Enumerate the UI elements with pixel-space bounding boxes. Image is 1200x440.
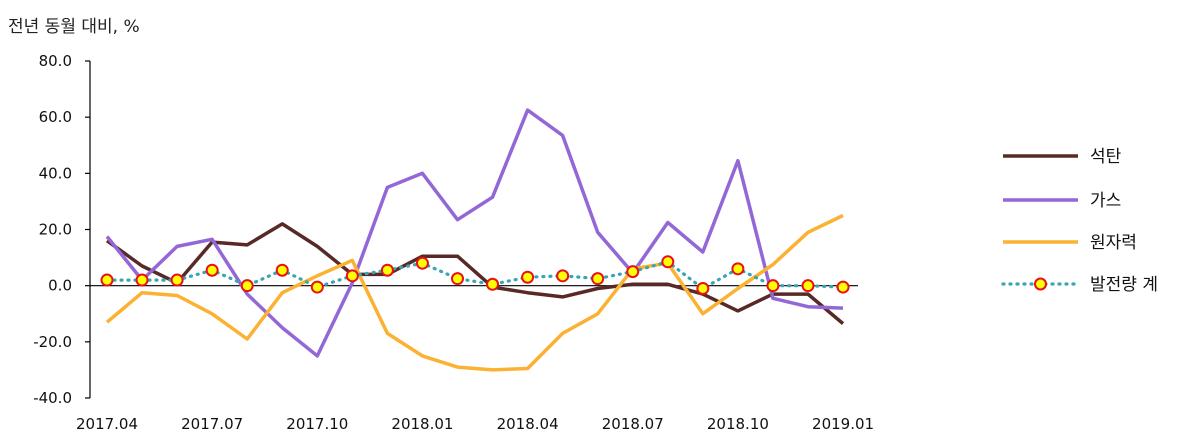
x-tick-label: 2018.10: [707, 415, 769, 433]
x-tick-label: 2017.10: [286, 415, 348, 433]
legend-label: 발전량 계: [1090, 275, 1158, 295]
y-tick-label: -20.0: [33, 333, 72, 351]
data-point-marker: [275, 263, 289, 277]
y-tick-label: 40.0: [39, 164, 72, 182]
data-point-marker: [415, 256, 429, 270]
data-point-marker: [486, 277, 500, 291]
series-line-원자력: [105, 213, 844, 372]
legend-label: 가스: [1090, 191, 1121, 211]
y-tick-label: -40.0: [33, 389, 72, 407]
y-tick-label: 60.0: [39, 108, 72, 126]
data-point-marker: [135, 273, 149, 287]
data-point-marker: [556, 269, 570, 283]
series-line-발전량 계: [105, 260, 845, 291]
data-point-marker: [696, 281, 710, 295]
y-axis-unit-label: 전년 동월 대비, %: [8, 17, 140, 37]
legend-label: 석탄: [1090, 147, 1122, 167]
data-point-marker: [801, 279, 815, 293]
data-point-marker: [380, 263, 394, 277]
x-tick-label: 2018.01: [391, 415, 453, 433]
x-tick-label: 2019.01: [812, 415, 874, 433]
data-point-marker: [100, 273, 114, 287]
legend-label: 원자력: [1090, 233, 1137, 253]
data-point-marker: [451, 272, 464, 286]
y-tick-label: 20.0: [39, 221, 72, 239]
data-point-marker: [766, 279, 780, 293]
data-point-marker: [240, 279, 254, 293]
data-point-marker: [345, 269, 359, 283]
x-tick-label: 2018.04: [497, 415, 559, 433]
x-tick-label: 2018.07: [602, 415, 664, 433]
data-point-marker: [626, 265, 640, 279]
data-point-marker: [310, 280, 324, 294]
data-point-marker: [591, 272, 605, 286]
data-point-marker: [521, 270, 535, 284]
y-tick-label: 80.0: [39, 52, 72, 70]
x-tick-label: 2017.07: [181, 415, 243, 433]
x-tick-label: 2017.04: [76, 415, 138, 433]
data-point-marker: [661, 255, 675, 269]
data-point-marker: [170, 273, 184, 287]
legend-marker: [1034, 277, 1047, 291]
series-line-가스: [105, 108, 844, 358]
y-tick-label: 0.0: [48, 277, 72, 295]
data-point-marker: [205, 263, 219, 277]
data-point-marker: [731, 262, 745, 276]
data-point-marker: [836, 280, 850, 294]
